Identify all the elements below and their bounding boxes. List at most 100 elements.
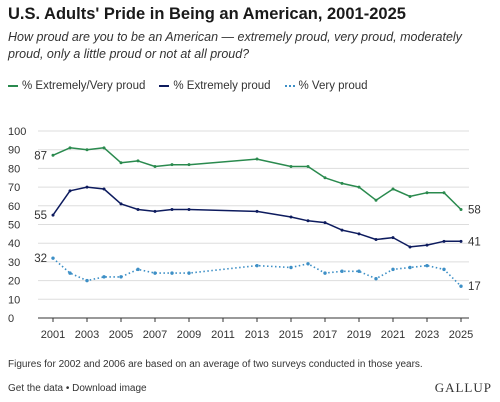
x-tick-label: 2021 [381, 329, 405, 341]
data-point-extremely [153, 209, 157, 213]
legend-label-extremely: % Extremely proud [173, 80, 271, 92]
data-point-very [306, 262, 310, 266]
data-point-extremely-very [340, 181, 344, 185]
data-point-extremely [459, 239, 463, 243]
legend-swatch-extremely-very [8, 85, 18, 87]
data-point-extremely [442, 239, 446, 243]
data-point-very [153, 271, 157, 275]
data-point-extremely [374, 237, 378, 241]
data-point-extremely-very [85, 148, 89, 152]
data-point-extremely-very [425, 191, 429, 195]
y-tick-label: 50 [8, 220, 20, 232]
data-point-extremely-very [323, 176, 327, 180]
data-point-very [136, 267, 140, 272]
x-tick-label: 2009 [177, 329, 201, 341]
data-point-extremely [425, 243, 429, 247]
data-point-very [102, 275, 106, 279]
x-tick-label: 2015 [279, 329, 303, 341]
data-point-extremely-very [306, 165, 310, 169]
footer-links: Get the data • Download image [8, 383, 147, 394]
data-point-very [340, 269, 344, 273]
y-tick-label: 0 [8, 313, 14, 325]
end-label-extremely: 41 [468, 236, 481, 248]
data-point-extremely-very [459, 208, 463, 212]
legend-label-extremely-very: % Extremely/Very proud [22, 80, 146, 92]
data-point-extremely-very [374, 198, 378, 202]
legend-swatch-very [284, 85, 295, 87]
chart-subtitle: How proud are you to be an American — ex… [8, 30, 462, 61]
data-point-extremely [255, 209, 259, 213]
y-tick-label: 70 [8, 182, 20, 194]
data-point-extremely [323, 221, 327, 225]
data-point-extremely [136, 208, 140, 212]
data-point-very [68, 271, 72, 275]
start-label-extremely-very: 87 [34, 150, 47, 162]
end-label-very: 17 [468, 281, 481, 293]
data-point-very [442, 267, 446, 272]
data-point-extremely [170, 208, 174, 212]
data-point-extremely-very [170, 163, 174, 167]
data-point-extremely-very [442, 191, 446, 195]
data-point-extremely-very [289, 165, 293, 169]
data-point-extremely-very [255, 157, 259, 161]
data-point-extremely [357, 232, 361, 236]
data-point-very [51, 256, 55, 260]
legend-swatch-extremely [159, 85, 170, 87]
data-point-extremely [51, 213, 55, 217]
data-point-extremely [391, 236, 395, 240]
x-tick-label: 2019 [347, 329, 371, 341]
data-point-very [408, 265, 412, 270]
link-separator: • [65, 383, 70, 394]
series-line-very [52, 257, 462, 287]
start-label-very: 32 [34, 253, 47, 265]
chart-title: U.S. Adults' Pride in Being an American,… [8, 5, 406, 23]
data-point-extremely [68, 189, 72, 193]
data-point-extremely [408, 245, 412, 249]
y-tick-label: 60 [8, 201, 20, 213]
series-line-extremely-very [52, 147, 462, 211]
x-tick-label: 2023 [415, 329, 439, 341]
data-point-extremely-very [187, 163, 191, 167]
x-tick-label: 2007 [143, 329, 167, 341]
data-point-very [255, 263, 259, 268]
data-point-extremely [340, 228, 344, 232]
x-tick-label: 2003 [75, 329, 99, 341]
legend-item-very: % Very proud [284, 80, 368, 92]
data-point-very [374, 277, 378, 281]
x-tick-label: 2025 [449, 329, 473, 341]
x-tick-label: 2013 [245, 329, 269, 341]
data-point-extremely [85, 185, 89, 189]
data-point-very [119, 275, 123, 279]
footnote: Figures for 2002 and 2006 are based on a… [8, 359, 423, 370]
data-point-very [459, 284, 463, 288]
data-point-extremely-very [391, 187, 395, 191]
y-tick-label: 30 [8, 257, 20, 269]
end-label-extremely-very: 58 [468, 205, 481, 217]
y-tick-label: 90 [8, 145, 20, 157]
data-point-extremely-very [357, 185, 361, 189]
data-point-very [357, 269, 361, 273]
download-image-link[interactable]: Download image [72, 383, 147, 394]
data-point-very [391, 267, 395, 272]
data-point-very [425, 263, 429, 268]
y-tick-label: 40 [8, 238, 20, 250]
series-line-extremely [52, 186, 461, 248]
x-tick-label: 2017 [313, 329, 337, 341]
data-point-very [289, 265, 293, 270]
data-point-extremely-very [102, 146, 106, 150]
x-tick-label: 2005 [109, 329, 133, 341]
chart-legend: % Extremely/Very proud % Extremely proud… [8, 80, 368, 92]
data-point-extremely-very [136, 159, 140, 163]
data-point-extremely [119, 202, 123, 206]
y-tick-label: 100 [8, 126, 26, 138]
data-point-extremely [289, 215, 293, 219]
data-point-extremely-very [408, 194, 412, 198]
start-label-extremely: 55 [34, 210, 47, 222]
data-point-extremely [102, 187, 106, 191]
gallup-logo: GALLUP [434, 380, 492, 395]
get-data-link[interactable]: Get the data [8, 383, 64, 394]
y-tick-label: 20 [8, 276, 20, 288]
data-point-extremely [306, 219, 310, 223]
y-tick-label: 80 [8, 163, 20, 175]
